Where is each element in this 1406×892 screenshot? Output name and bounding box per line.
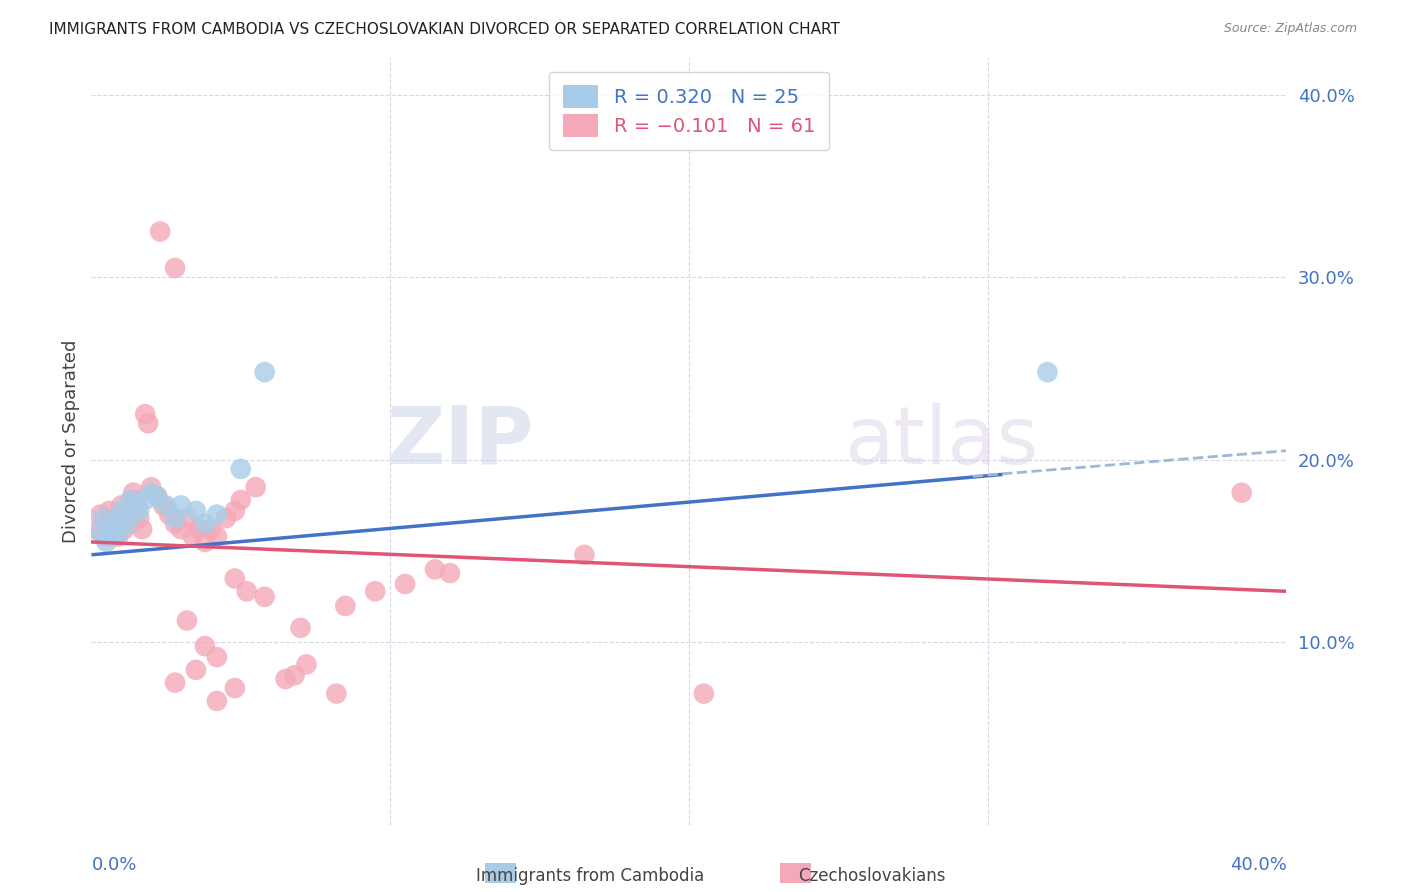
Point (128, 511, 150, 525)
Text: IMMIGRANTS FROM CAMBODIA VS CZECHOSLOVAKIAN DIVORCED OR SEPARATED CORRELATION CH: IMMIGRANTS FROM CAMBODIA VS CZECHOSLOVAK… (49, 22, 841, 37)
Point (157, 508, 180, 522)
Point (120, 493, 142, 508)
Point (125, 499, 148, 513)
Point (194, 535, 217, 549)
Text: Czechoslovakians: Czechoslovakians (799, 867, 945, 885)
Point (152, 499, 174, 513)
Point (104, 516, 127, 531)
Point (224, 504, 246, 518)
Point (163, 260, 186, 275)
Point (184, 504, 207, 518)
Point (229, 462, 252, 476)
Point (115, 516, 138, 531)
Point (107, 525, 129, 540)
Point (1230, 485, 1253, 500)
Point (96, 516, 118, 531)
Point (335, 599, 357, 613)
Point (253, 365, 276, 379)
Point (115, 508, 138, 522)
Y-axis label: Divorced or Separated: Divorced or Separated (62, 340, 80, 543)
Point (93, 511, 115, 525)
Point (194, 639, 217, 653)
Point (134, 407, 156, 421)
Point (253, 590, 276, 604)
Point (290, 621, 312, 635)
Point (235, 584, 259, 599)
Point (104, 511, 127, 525)
Point (439, 566, 461, 580)
Point (155, 499, 177, 513)
Point (245, 480, 267, 494)
Point (163, 516, 186, 531)
Text: Source: ZipAtlas.com: Source: ZipAtlas.com (1223, 22, 1357, 36)
Point (284, 668, 307, 682)
Point (574, 548, 596, 562)
Point (146, 489, 169, 503)
Point (98, 522, 121, 536)
Text: 0.0%: 0.0% (91, 855, 136, 874)
Point (693, 687, 716, 701)
Text: ZIP: ZIP (387, 402, 534, 481)
Point (110, 499, 132, 513)
Point (295, 657, 318, 672)
Point (86, 522, 108, 536)
Point (229, 493, 252, 508)
Point (107, 529, 129, 543)
Point (205, 694, 228, 708)
Point (423, 562, 446, 576)
Point (394, 577, 416, 591)
Point (134, 493, 156, 508)
Point (184, 663, 207, 677)
Point (96, 535, 118, 549)
Point (215, 511, 238, 525)
Point (224, 681, 246, 695)
Point (98, 504, 121, 518)
Point (205, 508, 228, 522)
Point (112, 522, 135, 536)
Point (125, 493, 148, 508)
Point (274, 672, 297, 686)
Point (200, 522, 222, 536)
Point (110, 504, 132, 518)
Point (224, 572, 246, 586)
Point (112, 511, 135, 525)
Point (93, 529, 115, 543)
Text: 40.0%: 40.0% (1230, 855, 1286, 874)
Point (194, 516, 217, 531)
Point (131, 522, 153, 536)
Point (364, 584, 387, 599)
Text: Immigrants from Cambodia: Immigrants from Cambodia (477, 867, 704, 885)
Point (89, 525, 111, 540)
Point (149, 225, 172, 239)
Point (101, 529, 124, 543)
Text: atlas: atlas (844, 402, 1039, 481)
Point (325, 687, 347, 701)
Point (163, 675, 186, 690)
Point (188, 522, 211, 536)
Point (176, 511, 198, 525)
Point (170, 499, 193, 513)
Point (170, 522, 193, 536)
Point (205, 529, 228, 543)
Point (101, 525, 124, 540)
Point (181, 529, 204, 543)
Point (1036, 365, 1059, 379)
Point (122, 485, 145, 500)
Point (141, 480, 163, 494)
Point (176, 614, 198, 628)
Point (128, 504, 150, 518)
Point (120, 516, 142, 531)
Point (89, 508, 111, 522)
Point (136, 417, 159, 431)
Point (146, 489, 169, 503)
Point (141, 485, 163, 500)
Point (163, 511, 186, 525)
Legend: R = 0.320   N = 25, R = −0.101   N = 61: R = 0.320 N = 25, R = −0.101 N = 61 (550, 71, 828, 151)
Point (205, 650, 228, 665)
